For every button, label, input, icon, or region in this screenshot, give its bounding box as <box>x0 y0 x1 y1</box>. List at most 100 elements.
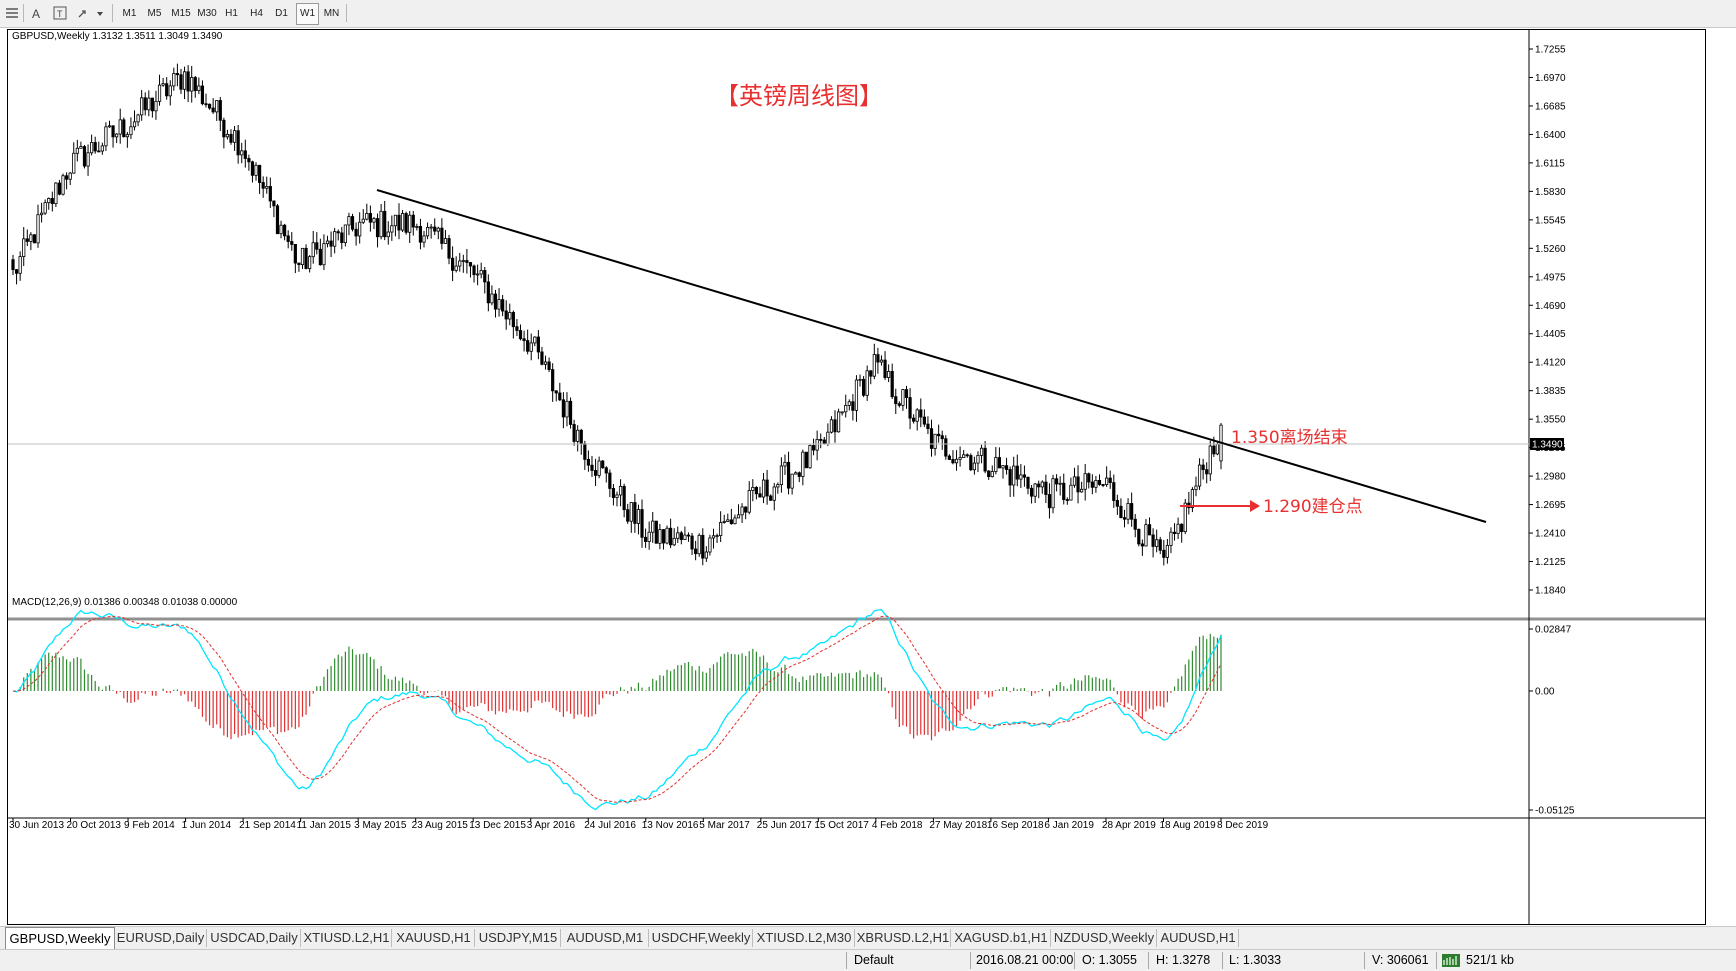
candle-body <box>125 134 129 138</box>
candle-body <box>790 473 794 489</box>
chart-tab[interactable]: USDCAD,Daily <box>208 929 301 947</box>
candle-body <box>161 83 165 86</box>
price-tick-label: 1.3550 <box>1535 415 1566 426</box>
candle-body <box>1119 505 1123 519</box>
timeframe-button-m30[interactable]: M30 <box>197 8 217 19</box>
timeframe-button-m5[interactable]: M5 <box>147 8 162 19</box>
candle-body <box>14 269 19 274</box>
candle-body <box>404 213 408 233</box>
candle-body <box>719 522 723 536</box>
chart-tab[interactable]: AUDUSD,H1 <box>1158 929 1239 947</box>
chart-tab[interactable]: GBPUSD,Weekly <box>5 927 115 949</box>
chart-tab[interactable]: EURUSD,Daily <box>115 929 207 947</box>
price-tick-label: 1.1840 <box>1535 586 1566 597</box>
candle-body <box>468 262 473 267</box>
candle-body <box>1101 484 1105 486</box>
candle-body <box>293 244 297 264</box>
candle-body <box>844 404 848 413</box>
timeframe-button-w1[interactable]: W1 <box>296 3 319 25</box>
status-separator <box>1148 952 1149 969</box>
chart-tab[interactable]: XBRUSD.L2,H1 <box>856 929 951 947</box>
candle-body <box>75 147 79 154</box>
chart-tab[interactable]: AUDUSD,M1 <box>562 929 649 947</box>
candle-body <box>543 361 548 365</box>
candle-body <box>658 529 662 544</box>
candle-body <box>579 429 583 445</box>
candle-body <box>490 293 494 304</box>
candle-body <box>408 214 412 233</box>
timeframe-button-h4[interactable]: H4 <box>250 8 263 19</box>
candle-body <box>669 527 673 546</box>
chart-window[interactable]: 1.7255 1.6970 1.6685 1.6400 1.6115 1.5830 1.55… <box>7 29 1706 925</box>
candle-body <box>261 182 265 189</box>
candle-body <box>833 419 837 433</box>
timeframe-toolbar: A T M1 M5 M15 M30 H1 H4 D1 W1 MN <box>0 0 1736 28</box>
candle-body <box>701 534 705 559</box>
candle-body <box>1051 478 1055 509</box>
candle-body <box>729 519 733 525</box>
toolbar-separator <box>346 4 347 22</box>
candle-body <box>708 537 712 553</box>
candle-body <box>1158 539 1162 551</box>
text-label-icon[interactable]: T <box>51 4 69 22</box>
text-tool-icon[interactable]: A <box>27 4 45 22</box>
status-datetime: 2016.08.21 00:00 <box>976 953 1074 967</box>
candle-body <box>390 225 394 233</box>
chart-tab[interactable]: XAUUSD,H1 <box>393 929 475 947</box>
candle-body <box>1130 503 1134 520</box>
candle-body <box>57 182 62 195</box>
candle-body <box>297 262 301 266</box>
candle-body <box>82 146 87 167</box>
chart-canvas[interactable]: 1.7255 1.6970 1.6685 1.6400 1.6115 1.5830 1.55… <box>8 30 1705 924</box>
candle-body <box>1190 489 1195 508</box>
price-tick-label: 1.6685 <box>1535 101 1566 112</box>
candle-body <box>32 234 37 244</box>
candle-body <box>994 457 998 472</box>
chart-tab[interactable]: USDJPY,M15 <box>476 929 561 947</box>
candle-body <box>1108 477 1112 483</box>
candle-body <box>1208 445 1212 475</box>
candle-body <box>694 548 698 555</box>
chart-tab[interactable]: NZDUSD,Weekly <box>1052 929 1157 947</box>
candle-body <box>72 152 76 174</box>
candle-body <box>808 445 812 469</box>
chart-tab[interactable]: XAGUSD.b1,H1 <box>952 929 1051 947</box>
timeframe-button-mn[interactable]: MN <box>323 8 340 19</box>
candle-body <box>794 472 798 475</box>
chart-tab[interactable]: XTIUSD.L2,M30 <box>754 929 855 947</box>
candle-body <box>204 103 208 106</box>
candle-body <box>758 493 762 498</box>
candle-body <box>1094 479 1098 488</box>
candle-body <box>883 359 887 378</box>
price-tick-label: 1.2410 <box>1535 529 1566 540</box>
candle-body <box>268 186 272 202</box>
timeframe-button-m15[interactable]: M15 <box>171 8 191 19</box>
arrow-tools-icon[interactable] <box>76 4 104 22</box>
candle-body <box>540 351 544 365</box>
timeframe-button-d1[interactable]: D1 <box>275 8 288 19</box>
candle-body <box>1205 469 1209 475</box>
candle-body <box>908 397 912 419</box>
timeframe-button-h1[interactable]: H1 <box>225 8 238 19</box>
menu-lines-icon[interactable] <box>3 4 21 22</box>
candle-body <box>190 77 194 92</box>
candle-body <box>922 416 926 425</box>
candle-body <box>1169 531 1173 546</box>
candle-body <box>22 238 26 257</box>
candle-body <box>283 224 287 237</box>
status-separator <box>1436 952 1437 969</box>
candle-body <box>461 260 465 262</box>
chart-tab[interactable]: USDCHF,Weekly <box>650 929 753 947</box>
candle-body <box>39 212 44 216</box>
candle-body <box>436 227 440 232</box>
date-tick-label: 20 Oct 2013 <box>67 820 122 831</box>
candle-body <box>1090 481 1094 488</box>
candle-body <box>311 242 315 258</box>
candle-body <box>1144 524 1148 547</box>
price-tick-label: 1.2695 <box>1535 500 1566 511</box>
chart-tab[interactable]: XTIUSD.L2,H1 <box>302 929 392 947</box>
candle-body <box>829 419 834 433</box>
candle-body <box>308 256 312 269</box>
status-open: O: 1.3055 <box>1082 953 1137 967</box>
timeframe-button-m1[interactable]: M1 <box>122 8 137 19</box>
